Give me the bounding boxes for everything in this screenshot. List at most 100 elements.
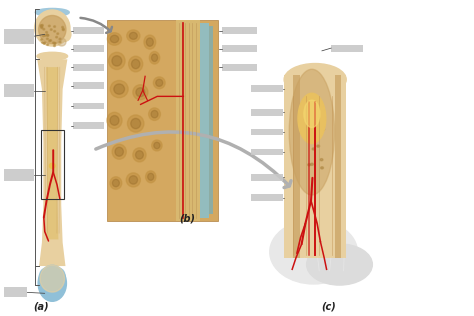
Bar xyxy=(4,84,35,97)
Ellipse shape xyxy=(54,268,65,286)
Ellipse shape xyxy=(47,34,49,36)
Ellipse shape xyxy=(313,97,316,100)
Ellipse shape xyxy=(110,177,122,189)
Ellipse shape xyxy=(39,268,51,286)
Ellipse shape xyxy=(154,142,160,149)
Ellipse shape xyxy=(54,43,56,45)
Ellipse shape xyxy=(112,179,119,187)
Bar xyxy=(293,75,300,258)
Ellipse shape xyxy=(43,43,45,44)
Ellipse shape xyxy=(307,106,310,108)
Ellipse shape xyxy=(131,118,141,129)
Ellipse shape xyxy=(57,33,59,34)
Polygon shape xyxy=(37,59,67,266)
Ellipse shape xyxy=(110,35,118,43)
Bar xyxy=(4,29,35,44)
Ellipse shape xyxy=(148,173,154,180)
Ellipse shape xyxy=(41,39,43,40)
Ellipse shape xyxy=(310,163,313,165)
Ellipse shape xyxy=(144,35,156,49)
Ellipse shape xyxy=(40,265,64,292)
Ellipse shape xyxy=(38,15,66,44)
Text: (b): (b) xyxy=(180,214,195,224)
Ellipse shape xyxy=(44,35,46,36)
Bar xyxy=(73,27,104,34)
Bar xyxy=(201,23,210,217)
Ellipse shape xyxy=(128,56,143,72)
Bar xyxy=(176,20,201,221)
Ellipse shape xyxy=(43,28,45,30)
Ellipse shape xyxy=(315,108,318,110)
Ellipse shape xyxy=(47,35,49,36)
Bar xyxy=(73,45,104,52)
Ellipse shape xyxy=(305,131,308,133)
Ellipse shape xyxy=(314,133,317,136)
Ellipse shape xyxy=(110,116,119,125)
Ellipse shape xyxy=(289,69,335,195)
Ellipse shape xyxy=(320,159,323,161)
Polygon shape xyxy=(46,67,58,240)
Ellipse shape xyxy=(54,26,55,27)
Ellipse shape xyxy=(50,29,52,30)
Bar xyxy=(73,64,104,71)
Ellipse shape xyxy=(129,176,137,184)
Ellipse shape xyxy=(41,27,43,28)
Ellipse shape xyxy=(53,42,55,44)
Ellipse shape xyxy=(36,9,69,16)
Ellipse shape xyxy=(309,114,312,116)
Bar xyxy=(73,122,104,129)
Ellipse shape xyxy=(146,171,156,183)
Ellipse shape xyxy=(35,10,70,46)
Ellipse shape xyxy=(63,29,64,31)
Ellipse shape xyxy=(112,56,122,66)
Ellipse shape xyxy=(38,265,66,301)
Ellipse shape xyxy=(49,40,51,42)
Ellipse shape xyxy=(312,148,315,150)
Ellipse shape xyxy=(303,132,306,134)
Ellipse shape xyxy=(62,28,64,30)
Ellipse shape xyxy=(304,127,307,130)
Ellipse shape xyxy=(304,100,320,128)
Ellipse shape xyxy=(301,110,303,112)
Bar xyxy=(251,149,283,155)
Ellipse shape xyxy=(308,164,310,166)
Ellipse shape xyxy=(154,77,165,89)
Ellipse shape xyxy=(41,24,43,26)
Ellipse shape xyxy=(46,38,48,40)
Ellipse shape xyxy=(133,85,148,100)
Ellipse shape xyxy=(114,84,125,94)
Bar xyxy=(251,174,283,180)
Ellipse shape xyxy=(129,32,137,40)
Ellipse shape xyxy=(50,40,52,41)
Ellipse shape xyxy=(284,64,346,95)
Bar xyxy=(210,27,213,214)
Ellipse shape xyxy=(54,42,56,44)
Ellipse shape xyxy=(57,38,66,46)
Bar xyxy=(284,75,346,258)
Ellipse shape xyxy=(156,79,163,86)
Ellipse shape xyxy=(46,32,47,33)
Ellipse shape xyxy=(128,115,144,132)
Ellipse shape xyxy=(146,38,154,46)
Ellipse shape xyxy=(62,27,64,28)
Ellipse shape xyxy=(151,110,158,118)
Ellipse shape xyxy=(49,163,55,168)
Text: (c): (c) xyxy=(321,301,336,312)
Ellipse shape xyxy=(40,26,42,28)
Ellipse shape xyxy=(136,151,144,159)
Ellipse shape xyxy=(112,144,126,159)
Ellipse shape xyxy=(59,27,71,41)
Ellipse shape xyxy=(308,133,310,135)
Ellipse shape xyxy=(322,128,325,130)
Bar xyxy=(4,287,27,297)
Ellipse shape xyxy=(41,25,43,27)
Ellipse shape xyxy=(127,30,140,42)
Ellipse shape xyxy=(37,52,68,60)
Ellipse shape xyxy=(48,25,50,27)
Ellipse shape xyxy=(54,45,55,46)
Ellipse shape xyxy=(320,167,323,169)
Bar xyxy=(73,82,104,89)
Ellipse shape xyxy=(151,54,158,62)
Ellipse shape xyxy=(304,135,307,137)
Ellipse shape xyxy=(108,33,121,45)
